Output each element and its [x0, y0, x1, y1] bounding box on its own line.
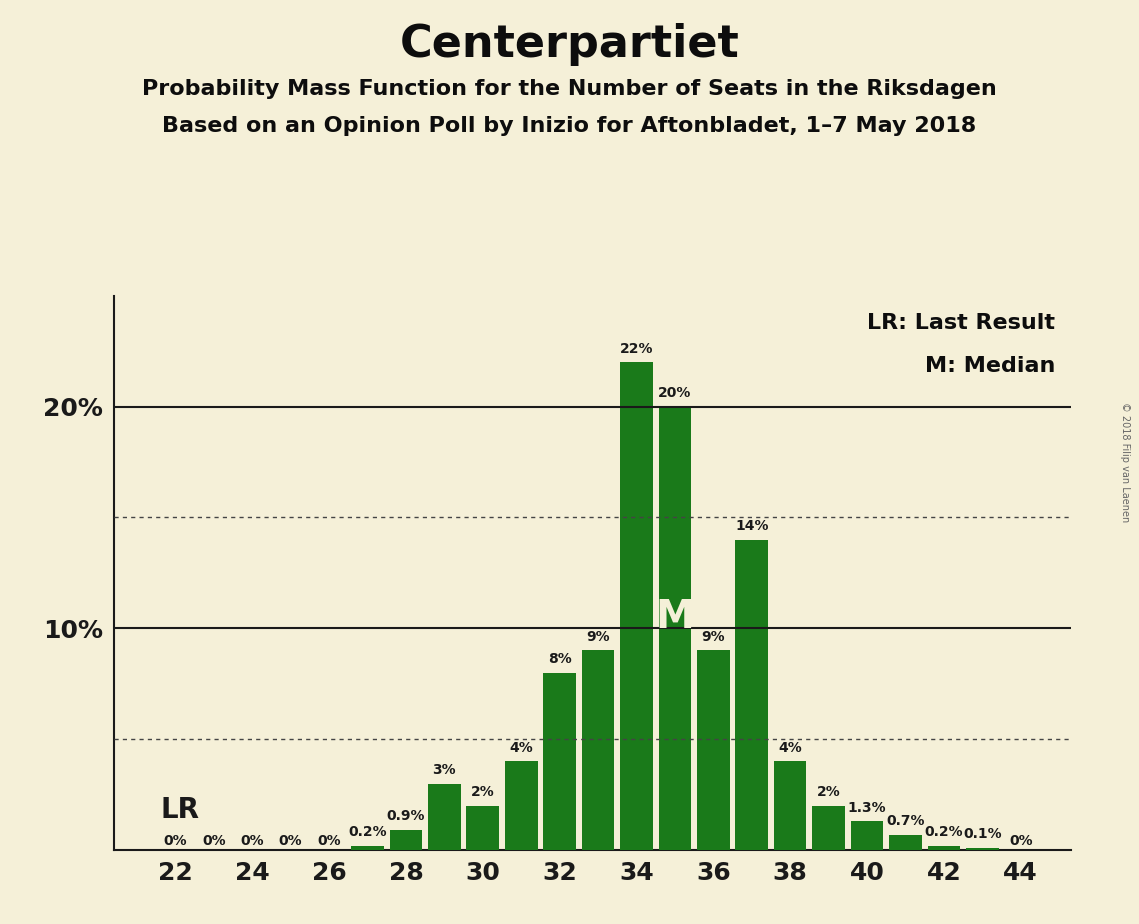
Text: 0%: 0%	[1009, 833, 1033, 848]
Bar	[697, 650, 730, 850]
Text: 20%: 20%	[658, 386, 691, 400]
Text: © 2018 Filip van Laenen: © 2018 Filip van Laenen	[1120, 402, 1130, 522]
Bar	[773, 761, 806, 850]
Text: 22%: 22%	[620, 342, 654, 356]
Text: 14%: 14%	[735, 519, 769, 533]
Bar	[390, 830, 423, 850]
Text: 4%: 4%	[778, 741, 802, 755]
Text: Based on an Opinion Poll by Inizio for Aftonbladet, 1–7 May 2018: Based on an Opinion Poll by Inizio for A…	[163, 116, 976, 136]
Text: 0.9%: 0.9%	[386, 809, 425, 823]
Text: 0%: 0%	[279, 833, 303, 848]
Bar	[736, 540, 768, 850]
Text: LR: Last Result: LR: Last Result	[867, 313, 1056, 334]
Bar	[351, 845, 384, 850]
Text: M: Median: M: Median	[925, 356, 1056, 375]
Bar	[505, 761, 538, 850]
Text: 0%: 0%	[318, 833, 341, 848]
Text: 0.2%: 0.2%	[349, 825, 387, 839]
Bar	[890, 834, 921, 850]
Text: 4%: 4%	[509, 741, 533, 755]
Bar	[812, 806, 845, 850]
Text: 0%: 0%	[164, 833, 187, 848]
Text: Centerpartiet: Centerpartiet	[400, 23, 739, 67]
Text: 0%: 0%	[202, 833, 226, 848]
Bar	[620, 362, 653, 850]
Text: 3%: 3%	[433, 763, 456, 777]
Text: 1.3%: 1.3%	[847, 800, 886, 815]
Bar	[428, 784, 460, 850]
Bar	[467, 806, 499, 850]
Text: Probability Mass Function for the Number of Seats in the Riksdagen: Probability Mass Function for the Number…	[142, 79, 997, 99]
Text: 2%: 2%	[817, 785, 841, 799]
Text: 0.2%: 0.2%	[925, 825, 964, 839]
Text: 8%: 8%	[548, 652, 572, 666]
Text: 0%: 0%	[240, 833, 264, 848]
Text: 9%: 9%	[587, 630, 609, 644]
Text: 0.7%: 0.7%	[886, 814, 925, 828]
Text: M: M	[656, 598, 695, 637]
Bar	[543, 673, 576, 850]
Bar	[658, 407, 691, 850]
Text: LR: LR	[159, 796, 199, 824]
Text: 0.1%: 0.1%	[962, 827, 1001, 841]
Bar	[927, 845, 960, 850]
Text: 2%: 2%	[470, 785, 494, 799]
Text: 9%: 9%	[702, 630, 726, 644]
Bar	[582, 650, 614, 850]
Bar	[851, 821, 884, 850]
Bar	[966, 848, 999, 850]
